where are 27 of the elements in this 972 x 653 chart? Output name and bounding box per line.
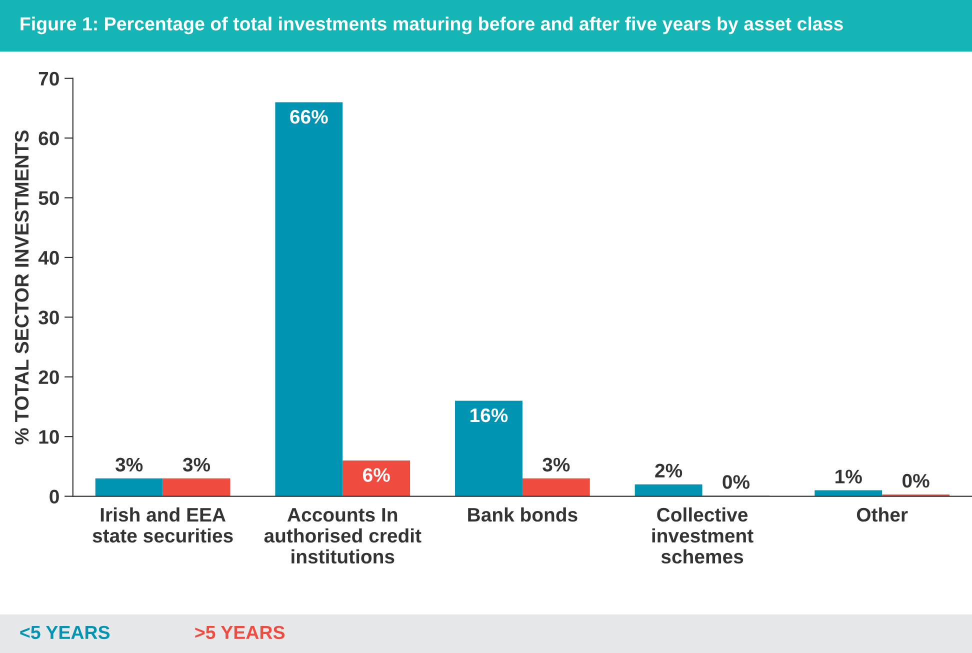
text: <5 YEARS bbox=[20, 626, 110, 640]
y-tick-label: 70 bbox=[38, 72, 59, 86]
data-label: 3% bbox=[115, 458, 143, 472]
data-label: 0% bbox=[722, 475, 750, 489]
y-tick-label: 20 bbox=[38, 370, 59, 384]
x-tick-label: Accounts In authorised credit institutions bbox=[264, 508, 422, 564]
data-label: 0% bbox=[902, 474, 930, 488]
x-tick-label: Bank bonds bbox=[468, 507, 578, 522]
data-label: 2% bbox=[655, 464, 682, 478]
data-label: 6% bbox=[363, 468, 390, 482]
y-tick-label: 30 bbox=[38, 310, 59, 324]
x-tick-label: Irish and EEA state securities bbox=[92, 507, 233, 543]
data-label: 3% bbox=[542, 458, 570, 472]
y-tick-label: 60 bbox=[38, 132, 59, 146]
y-tick-label: 40 bbox=[38, 250, 59, 265]
y-tick-label: 50 bbox=[38, 191, 59, 206]
y-tick-label: 10 bbox=[39, 430, 59, 444]
data-label: 1% bbox=[836, 470, 862, 484]
x-tick-label: Collective investment schemes bbox=[652, 507, 754, 564]
data-label: 66% bbox=[290, 110, 328, 124]
text: >5 YEARS bbox=[195, 626, 285, 640]
data-label: 16% bbox=[470, 408, 508, 422]
y-tick-label: 0 bbox=[50, 490, 59, 504]
x-tick-label: Other bbox=[856, 507, 908, 522]
data-label: 3% bbox=[182, 458, 210, 472]
chart-title: Figure 1: Percentage of total investments maturing before and after five years by asset class bbox=[20, 16, 843, 34]
y-axis-title: % TOTAL SECTOR INVESTMENTS bbox=[14, 130, 29, 444]
